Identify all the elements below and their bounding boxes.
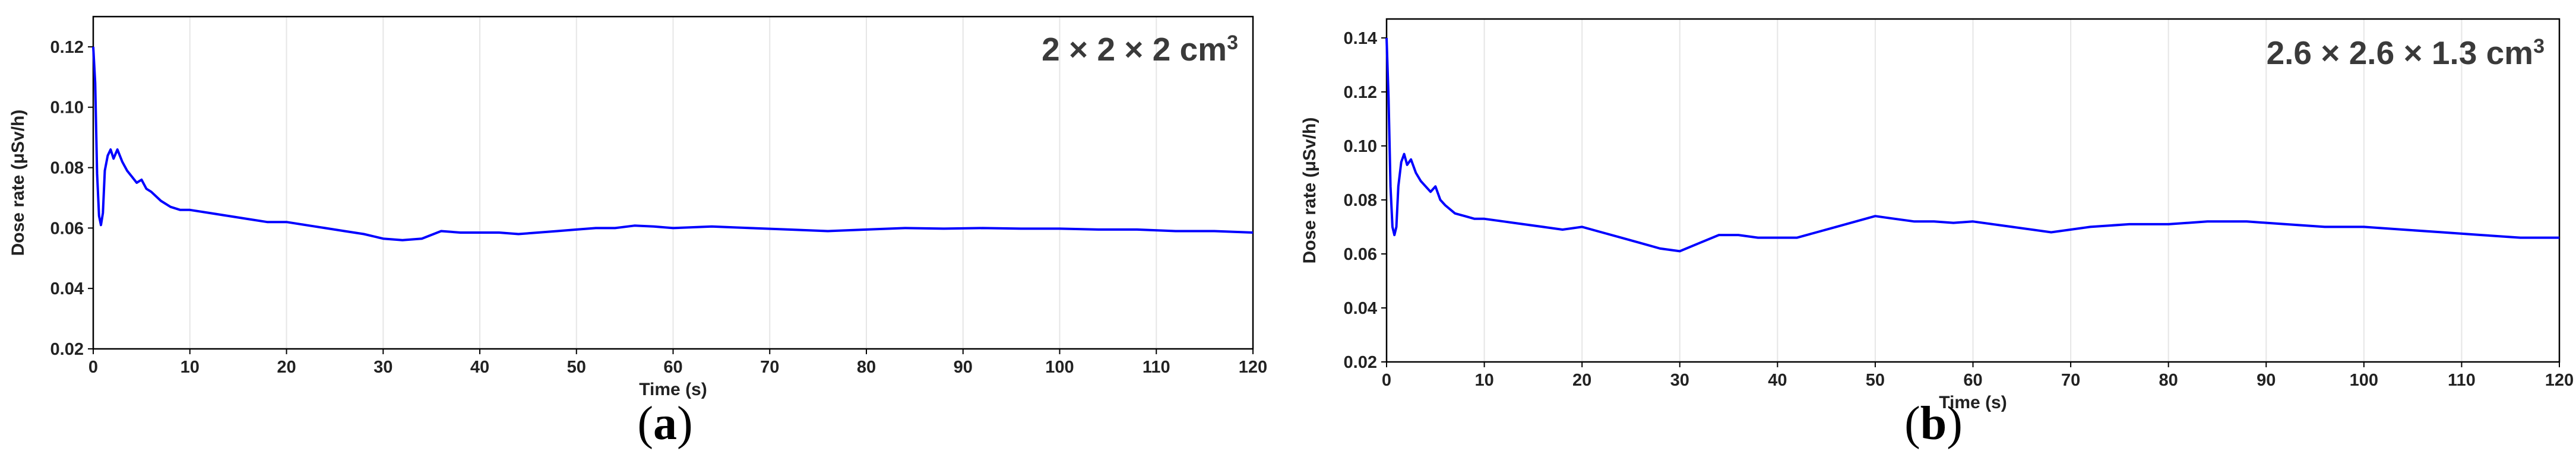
y-tick-label: 0.04 bbox=[50, 279, 84, 298]
x-tick-label: 80 bbox=[2159, 371, 2178, 390]
x-tick-label: 10 bbox=[1474, 371, 1493, 390]
x-tick-label: 120 bbox=[1239, 358, 1267, 377]
x-tick-label: 60 bbox=[1963, 371, 1982, 390]
x-tick-label: 110 bbox=[2448, 371, 2476, 390]
x-tick-label: 20 bbox=[1572, 371, 1591, 390]
y-tick-label: 0.12 bbox=[1344, 83, 1377, 102]
x-tick-label: 60 bbox=[663, 358, 682, 377]
x-axis-label: Time (s) bbox=[639, 380, 707, 399]
x-tick-label: 0 bbox=[88, 358, 98, 377]
y-axis-label: Dose rate (μSv/h) bbox=[8, 110, 28, 256]
x-tick-label: 0 bbox=[1382, 371, 1391, 390]
x-tick-label: 10 bbox=[181, 358, 200, 377]
y-tick-label: 0.02 bbox=[50, 340, 84, 359]
x-tick-label: 80 bbox=[857, 358, 876, 377]
series-line bbox=[92, 46, 1254, 241]
y-tick-label: 0.06 bbox=[1344, 245, 1377, 264]
y-tick-label: 0.12 bbox=[50, 38, 84, 57]
x-tick-label: 100 bbox=[1045, 358, 1074, 377]
x-tick-label: 70 bbox=[760, 358, 779, 377]
x-tick-label: 70 bbox=[2061, 371, 2080, 390]
y-tick-label: 0.08 bbox=[1344, 191, 1377, 210]
panel-label-b: (b) bbox=[1904, 398, 1963, 450]
dimension-annotation: 2 × 2 × 2 cm3 bbox=[1042, 31, 1238, 68]
x-tick-label: 40 bbox=[1768, 371, 1787, 390]
y-tick-label: 0.06 bbox=[50, 219, 84, 238]
dimension-annotation: 2.6 × 2.6 × 1.3 cm3 bbox=[2267, 34, 2545, 71]
y-tick-label: 0.04 bbox=[1344, 299, 1377, 318]
x-tick-label: 90 bbox=[2257, 371, 2276, 390]
y-tick-label: 0.10 bbox=[1344, 137, 1377, 156]
x-tick-label: 30 bbox=[1670, 371, 1689, 390]
y-tick-label: 0.14 bbox=[1344, 29, 1377, 48]
x-tick-label: 40 bbox=[470, 358, 489, 377]
chart-panel-b: 0 10 20 30 40 50 60 70 80 90 100 110 120 0.02 0.04 0.06… bbox=[1300, 18, 2574, 412]
panel-label-a: (a) bbox=[637, 398, 692, 450]
y-tick-label: 0.02 bbox=[1344, 353, 1377, 372]
x-tick-label: 90 bbox=[954, 358, 973, 377]
y-tick-label: 0.08 bbox=[50, 159, 84, 178]
y-tick-label: 0.10 bbox=[50, 98, 84, 117]
x-tick-label: 110 bbox=[1143, 358, 1170, 377]
x-tick-label: 50 bbox=[567, 358, 586, 377]
x-tick-label: 120 bbox=[2545, 371, 2574, 390]
series-line bbox=[1385, 37, 2559, 253]
chart-panel-a: 0 10 20 30 40 50 60 70 80 90 100 110 120 0.02 0.04 0.06… bbox=[8, 15, 1267, 399]
x-tick-label: 20 bbox=[277, 358, 296, 377]
x-tick-label: 50 bbox=[1866, 371, 1885, 390]
x-axis-label: Time (s) bbox=[1939, 393, 2007, 412]
y-axis-label: Dose rate (μSv/h) bbox=[1300, 117, 1319, 264]
x-tick-label: 30 bbox=[374, 358, 393, 377]
x-tick-label: 100 bbox=[2350, 371, 2378, 390]
